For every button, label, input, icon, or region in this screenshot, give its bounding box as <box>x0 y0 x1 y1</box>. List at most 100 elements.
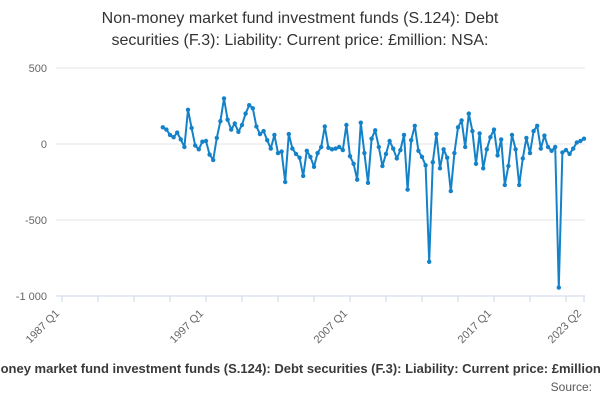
data-point-marker[interactable] <box>484 147 489 152</box>
data-point-marker[interactable] <box>297 155 302 160</box>
data-point-marker[interactable] <box>473 161 479 166</box>
data-point-marker[interactable] <box>495 153 500 158</box>
data-point-marker[interactable] <box>178 137 183 142</box>
data-point-marker[interactable] <box>304 148 309 153</box>
data-point-marker[interactable] <box>365 180 371 185</box>
data-point-marker[interactable] <box>405 187 410 192</box>
data-point-marker[interactable] <box>481 166 486 171</box>
data-point-marker[interactable] <box>416 148 421 153</box>
data-point-marker[interactable] <box>272 132 277 138</box>
data-point-marker[interactable] <box>268 146 273 151</box>
data-point-marker[interactable] <box>182 144 187 150</box>
data-point-marker[interactable] <box>499 137 504 142</box>
data-point-marker[interactable] <box>441 147 446 152</box>
data-point-marker[interactable] <box>351 161 356 166</box>
data-point-marker[interactable] <box>319 144 324 150</box>
data-point-marker[interactable] <box>164 127 169 132</box>
data-point-marker[interactable] <box>520 156 525 161</box>
data-point-marker[interactable] <box>409 138 414 143</box>
data-point-marker[interactable] <box>470 128 475 134</box>
data-point-marker[interactable] <box>214 135 219 141</box>
data-point-marker[interactable] <box>430 160 435 165</box>
data-point-marker[interactable] <box>250 106 255 111</box>
data-point-marker[interactable] <box>517 182 522 188</box>
data-point-marker[interactable] <box>394 156 399 161</box>
data-point-marker[interactable] <box>326 145 331 150</box>
data-point-marker[interactable] <box>502 182 507 188</box>
data-point-marker[interactable] <box>531 128 536 134</box>
data-point-marker[interactable] <box>477 131 482 136</box>
data-point-marker[interactable] <box>491 127 497 132</box>
data-point-marker[interactable] <box>196 147 201 152</box>
data-point-marker[interactable] <box>358 120 363 125</box>
data-point-marker[interactable] <box>236 129 241 134</box>
data-point-marker[interactable] <box>329 147 335 152</box>
data-point-marker[interactable] <box>261 128 266 134</box>
data-point-marker[interactable] <box>527 150 533 156</box>
data-point-marker[interactable] <box>185 107 191 113</box>
data-point-marker[interactable] <box>455 125 461 130</box>
data-point-marker[interactable] <box>225 117 230 122</box>
data-point-marker[interactable] <box>466 111 471 116</box>
data-point-marker[interactable] <box>347 154 353 159</box>
data-point-marker[interactable] <box>254 124 259 129</box>
data-point-marker[interactable] <box>398 147 403 153</box>
data-point-marker[interactable] <box>553 144 558 150</box>
data-point-marker[interactable] <box>412 123 417 128</box>
data-point-marker[interactable] <box>243 111 248 116</box>
data-point-marker[interactable] <box>211 157 216 163</box>
data-point-marker[interactable] <box>301 173 306 179</box>
data-point-marker[interactable] <box>355 177 360 182</box>
data-point-marker[interactable] <box>578 138 583 144</box>
data-point-marker[interactable] <box>401 132 407 138</box>
data-point-marker[interactable] <box>229 127 234 132</box>
data-point-marker[interactable] <box>535 123 540 128</box>
data-point-marker[interactable] <box>567 151 572 157</box>
data-point-marker[interactable] <box>513 147 518 152</box>
data-point-marker[interactable] <box>275 150 281 156</box>
data-point-marker[interactable] <box>419 154 425 160</box>
data-point-marker[interactable] <box>203 138 209 144</box>
data-point-marker[interactable] <box>380 163 385 169</box>
data-point-marker[interactable] <box>387 138 392 144</box>
data-point-marker[interactable] <box>171 135 176 140</box>
data-point-marker[interactable] <box>337 144 342 150</box>
data-point-marker[interactable] <box>218 119 223 124</box>
data-point-marker[interactable] <box>437 166 443 171</box>
data-point-marker[interactable] <box>369 136 374 141</box>
data-point-marker[interactable] <box>315 150 320 156</box>
data-point-marker[interactable] <box>574 140 579 145</box>
data-point-marker[interactable] <box>175 130 180 135</box>
data-point-marker[interactable] <box>427 259 432 264</box>
data-point-marker[interactable] <box>311 164 317 169</box>
data-point-marker[interactable] <box>286 131 291 137</box>
data-point-marker[interactable] <box>560 150 565 155</box>
data-point-marker[interactable] <box>452 150 457 156</box>
data-point-marker[interactable] <box>308 154 313 160</box>
data-point-marker[interactable] <box>322 124 327 129</box>
data-point-marker[interactable] <box>333 146 338 151</box>
data-point-marker[interactable] <box>279 149 284 154</box>
data-point-marker[interactable] <box>283 179 288 185</box>
data-point-marker[interactable] <box>362 150 367 156</box>
data-point-marker[interactable] <box>239 122 245 128</box>
data-point-marker[interactable] <box>524 135 529 141</box>
data-point-marker[interactable] <box>344 122 349 128</box>
data-point-marker[interactable] <box>506 163 511 169</box>
data-point-marker[interactable] <box>340 147 345 153</box>
data-point-marker[interactable] <box>167 132 173 138</box>
data-point-marker[interactable] <box>448 188 453 194</box>
data-point-marker[interactable] <box>189 125 194 131</box>
data-point-marker[interactable] <box>549 148 554 153</box>
data-point-marker[interactable] <box>423 163 428 168</box>
data-point-marker[interactable] <box>200 139 205 144</box>
data-point-marker[interactable] <box>556 285 561 290</box>
data-point-marker[interactable] <box>509 132 515 138</box>
data-point-marker[interactable] <box>247 103 252 108</box>
data-point-marker[interactable] <box>434 131 439 137</box>
data-point-marker[interactable] <box>290 146 295 151</box>
data-point-marker[interactable] <box>221 96 227 101</box>
data-point-marker[interactable] <box>571 146 576 151</box>
data-point-marker[interactable] <box>265 138 270 143</box>
data-point-marker[interactable] <box>463 144 468 150</box>
